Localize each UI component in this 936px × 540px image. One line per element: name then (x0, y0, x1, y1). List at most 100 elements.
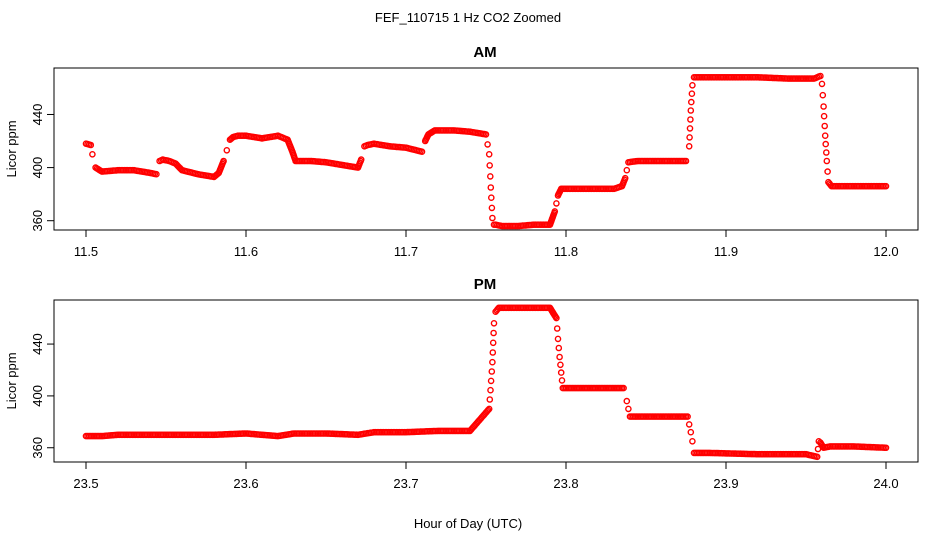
am-data-point (357, 156, 365, 163)
am-y-tick-label: 360 (30, 210, 45, 232)
am-x-tick-label: 12.0 (873, 244, 898, 259)
am-y-axis: 360 400 440 (30, 104, 54, 232)
am-data-point (486, 162, 494, 169)
pm-data-point (489, 358, 496, 366)
am-data-point (682, 157, 690, 165)
am-x-tick-label: 11.7 (394, 244, 418, 259)
pm-panel: PM Licor ppm 23.5 23.6 23.7 23.8 23.9 24.0 36… (4, 276, 919, 491)
am-plot-frame (53, 67, 919, 231)
am-x-tick-label: 11.8 (554, 244, 578, 259)
pm-ylabel: Licor ppm (4, 352, 19, 409)
am-data-point (623, 166, 631, 174)
am-panel: AM Licor ppm 11.5 11.6 11.7 11.8 11.9 12.0 36… (4, 44, 919, 259)
pm-data-point (489, 339, 497, 347)
am-x-axis: 11.5 11.6 11.7 11.8 11.9 12.0 (74, 230, 899, 259)
am-data-point (882, 182, 890, 190)
pm-data-point (689, 437, 696, 445)
figure-title: FEF_110715 1 Hz CO2 Zoomed (375, 10, 561, 25)
am-data-point (820, 112, 828, 120)
am-data-point (688, 90, 696, 97)
pm-y-tick-label: 360 (30, 437, 45, 459)
am-data-point (487, 194, 495, 201)
pm-data-point (490, 329, 497, 337)
pm-data-point (486, 396, 494, 403)
am-data-point (823, 149, 830, 156)
am-data-point (621, 174, 629, 182)
am-data-point (551, 208, 559, 215)
am-data-point (822, 140, 830, 148)
am-data-point (488, 204, 496, 212)
pm-x-tick-label: 23.6 (233, 476, 258, 491)
am-points (82, 72, 890, 230)
pm-x-tick-label: 23.7 (393, 476, 418, 491)
pm-plot-frame (53, 299, 919, 463)
am-data-point (820, 103, 827, 110)
am-data-point (486, 173, 494, 180)
pm-data-point (687, 428, 695, 436)
pm-data-point (488, 368, 496, 375)
am-data-point (685, 142, 693, 150)
pm-data-point (489, 349, 497, 356)
am-data-point (489, 214, 496, 222)
pm-data-point (623, 397, 631, 405)
am-x-tick-label: 11.5 (74, 244, 98, 259)
am-data-point (817, 72, 824, 80)
am-panel-title: AM (473, 44, 496, 61)
pm-data-point (553, 314, 560, 322)
am-data-point (482, 131, 490, 138)
am-x-tick-label: 11.9 (714, 244, 738, 259)
am-data-point (553, 200, 560, 207)
pm-x-tick-label: 23.9 (713, 476, 738, 491)
am-data-point (220, 157, 227, 165)
am-data-point (686, 125, 694, 132)
am-x-tick-label: 11.6 (234, 244, 258, 259)
pm-data-point (490, 319, 498, 327)
pm-data-point (557, 361, 564, 369)
pm-data-point (553, 325, 561, 332)
pm-data-point (487, 386, 494, 394)
am-data-point (485, 150, 493, 158)
pm-data-point (625, 405, 632, 413)
am-ylabel: Licor ppm (4, 120, 19, 177)
am-y-tick-label: 440 (30, 104, 45, 126)
am-data-point (821, 132, 829, 139)
am-data-point (686, 134, 693, 141)
figure-xlabel: Hour of Day (UTC) (414, 516, 522, 531)
pm-x-axis: 23.5 23.6 23.7 23.8 23.9 24.0 (73, 462, 899, 491)
pm-data-point (813, 453, 821, 461)
am-data-point (818, 80, 826, 88)
pm-y-tick-label: 400 (30, 385, 45, 407)
am-data-point (687, 116, 694, 123)
am-data-point (688, 98, 695, 106)
pm-y-axis: 360 400 440 (30, 333, 54, 459)
am-data-point (819, 91, 827, 99)
am-data-point (689, 82, 696, 89)
pm-data-point (485, 405, 493, 413)
pm-panel-title: PM (474, 276, 497, 293)
pm-data-point (620, 384, 627, 392)
pm-data-point (557, 369, 565, 376)
am-data-point (824, 168, 831, 175)
am-data-point (687, 107, 695, 114)
pm-data-point (684, 413, 691, 420)
pm-data-point (554, 335, 562, 343)
am-data-point (87, 141, 95, 149)
pm-data-point (555, 344, 563, 352)
am-data-point (484, 141, 491, 148)
am-data-point (823, 157, 831, 165)
am-data-point (89, 150, 96, 158)
pm-y-tick-label: 440 (30, 333, 45, 355)
am-data-point (487, 184, 495, 191)
am-data-point (153, 170, 160, 178)
pm-x-tick-label: 23.5 (73, 476, 98, 491)
pm-x-tick-label: 24.0 (873, 476, 898, 491)
am-data-point (223, 146, 231, 154)
am-data-point (821, 122, 829, 130)
pm-points (82, 304, 890, 461)
pm-data-point (484, 406, 492, 414)
pm-data-point (685, 421, 693, 428)
am-data-point (418, 148, 426, 155)
pm-data-point (487, 377, 495, 385)
pm-x-tick-label: 23.8 (553, 476, 578, 491)
pm-data-point (556, 353, 563, 361)
